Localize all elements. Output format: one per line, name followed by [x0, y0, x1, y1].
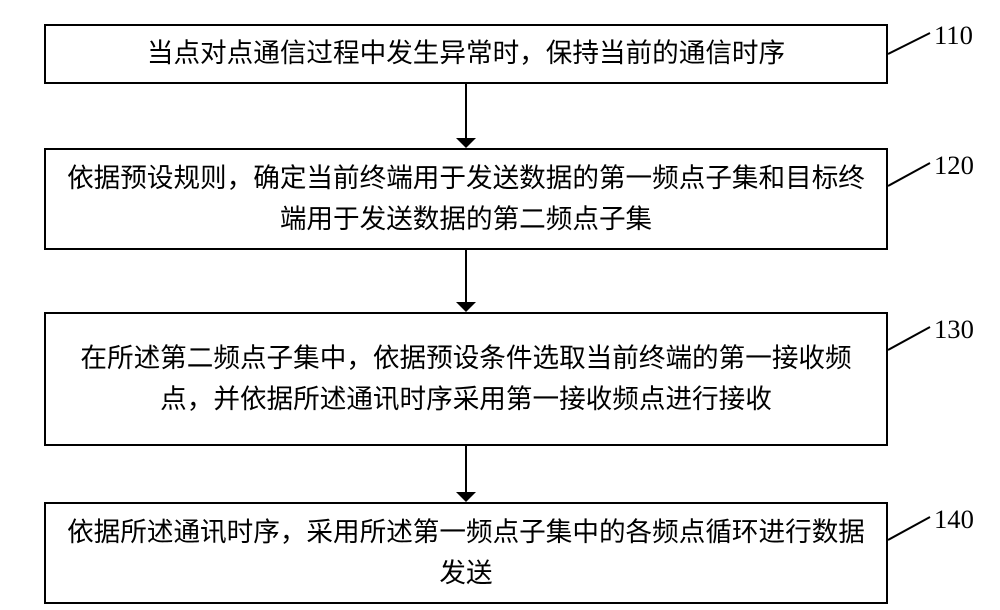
flow-node-110: 当点对点通信过程中发生异常时，保持当前的通信时序: [44, 24, 888, 84]
arrow-130-140-head: [456, 492, 476, 502]
arrow-120-130-shaft: [465, 250, 467, 302]
flow-node-130: 在所述第二频点子集中，依据预设条件选取当前终端的第一接收频点，并依据所述通讯时序…: [44, 312, 888, 446]
flow-node-110-text: 当点对点通信过程中发生异常时，保持当前的通信时序: [147, 33, 785, 74]
arrow-130-140-shaft: [465, 446, 467, 492]
flow-node-130-text: 在所述第二频点子集中，依据预设条件选取当前终端的第一接收频点，并依据所述通讯时序…: [60, 338, 872, 420]
flow-node-140: 依据所述通讯时序，采用所述第一频点子集中的各频点循环进行数据发送: [44, 502, 888, 604]
arrow-110-120-head: [456, 138, 476, 148]
flow-label-110: 110: [934, 20, 973, 51]
arrow-110-120-shaft: [465, 84, 467, 138]
flow-label-120: 120: [934, 150, 974, 181]
flow-label-130: 130: [934, 314, 974, 345]
arrow-120-130-head: [456, 302, 476, 312]
flow-node-140-text: 依据所述通讯时序，采用所述第一频点子集中的各频点循环进行数据发送: [60, 512, 872, 594]
flow-label-140: 140: [934, 504, 974, 535]
flow-node-120-text: 依据预设规则，确定当前终端用于发送数据的第一频点子集和目标终端用于发送数据的第二…: [60, 158, 872, 240]
flowchart-canvas: 当点对点通信过程中发生异常时，保持当前的通信时序 110 依据预设规则，确定当前…: [0, 0, 1000, 610]
flow-node-120: 依据预设规则，确定当前终端用于发送数据的第一频点子集和目标终端用于发送数据的第二…: [44, 148, 888, 250]
